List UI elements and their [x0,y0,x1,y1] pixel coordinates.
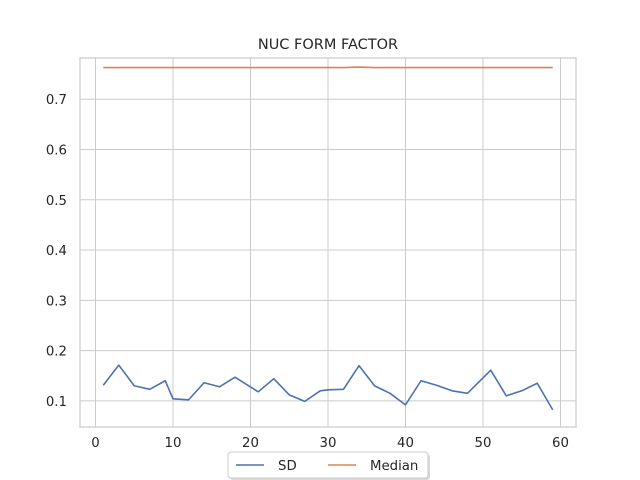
x-tick-label: 50 [475,436,492,451]
y-tick-label: 0.4 [46,244,67,259]
y-axis: 0.1 0.2 0.3 0.4 0.5 0.6 0.7 [46,93,67,410]
y-tick-label: 0.3 [46,294,67,309]
x-tick-label: 60 [552,436,569,451]
y-tick-label: 0.6 [46,143,67,158]
y-tick-label: 0.7 [46,93,67,108]
y-tick-label: 0.2 [46,345,67,360]
legend: SD Median [228,452,430,480]
x-axis: 0 10 20 30 40 50 60 [91,436,569,451]
legend-label-sd: SD [278,459,297,474]
x-tick-label: 10 [165,436,182,451]
x-tick-label: 30 [320,436,337,451]
y-tick-label: 0.5 [46,194,67,209]
y-tick-label: 0.1 [46,395,67,410]
series-line-median [103,67,553,68]
gridlines [80,58,576,427]
chart-title: NUC FORM FACTOR [258,37,398,53]
x-tick-label: 40 [397,436,414,451]
legend-label-median: Median [370,459,418,474]
x-tick-label: 0 [91,436,99,451]
x-tick-label: 20 [242,436,259,451]
